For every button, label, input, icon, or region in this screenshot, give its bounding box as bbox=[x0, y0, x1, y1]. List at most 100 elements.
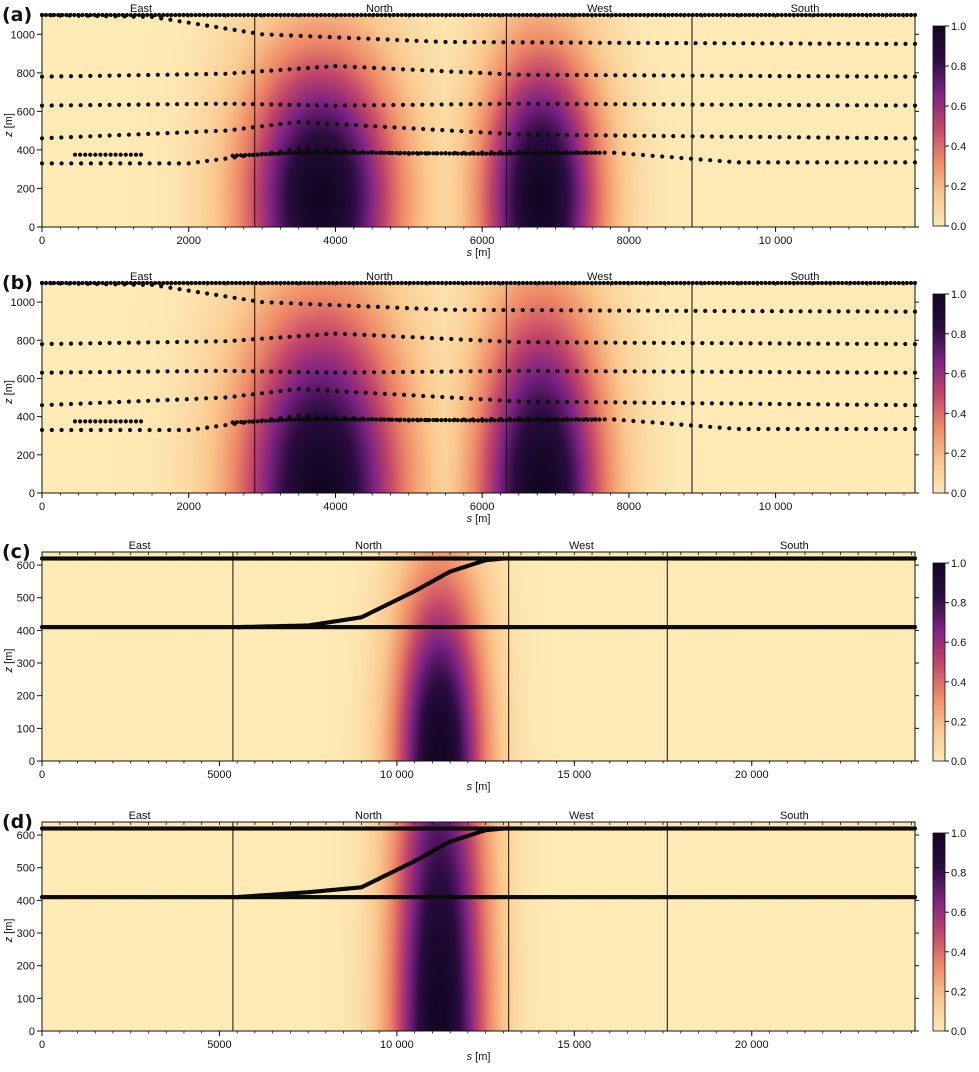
track-point bbox=[205, 158, 210, 164]
track-point bbox=[260, 300, 265, 305]
track-point bbox=[315, 387, 320, 393]
track-point bbox=[223, 156, 228, 161]
track-point bbox=[381, 103, 386, 108]
track-point bbox=[223, 71, 228, 76]
track-point bbox=[157, 427, 162, 433]
track-point bbox=[453, 39, 458, 45]
track-point bbox=[333, 417, 338, 422]
track-point bbox=[449, 69, 454, 74]
track-point bbox=[766, 160, 771, 165]
track-point bbox=[159, 16, 164, 21]
track-point bbox=[854, 160, 859, 165]
track-point bbox=[430, 127, 435, 132]
track-point bbox=[504, 151, 509, 156]
track-point bbox=[138, 419, 144, 424]
track-point bbox=[88, 370, 93, 375]
track-point bbox=[458, 69, 463, 75]
track-point bbox=[760, 309, 765, 314]
track-point bbox=[903, 403, 908, 408]
track-point bbox=[684, 308, 689, 313]
colorbar-tick-label: 0.2 bbox=[951, 716, 966, 728]
track-point bbox=[146, 398, 151, 403]
track-point bbox=[593, 417, 598, 422]
track-point bbox=[317, 417, 322, 422]
track-point bbox=[717, 425, 722, 430]
track-point bbox=[175, 130, 180, 135]
track-point bbox=[443, 307, 448, 312]
track-point bbox=[204, 368, 209, 374]
track-point bbox=[107, 73, 112, 78]
track-point bbox=[385, 305, 390, 310]
track-point bbox=[213, 395, 218, 400]
track-point bbox=[516, 418, 521, 423]
track-point bbox=[155, 72, 160, 77]
track-point bbox=[597, 40, 603, 45]
track-point bbox=[459, 418, 464, 423]
track-point bbox=[267, 152, 272, 157]
track-point bbox=[59, 427, 64, 433]
colorbar-tick-label: 0.8 bbox=[951, 329, 966, 341]
track-point bbox=[788, 309, 794, 314]
track-point bbox=[214, 424, 219, 429]
track-point bbox=[688, 156, 694, 161]
track-point bbox=[194, 396, 199, 401]
track-point bbox=[845, 370, 850, 375]
track-point bbox=[424, 39, 429, 44]
track-point bbox=[581, 150, 586, 155]
track-point bbox=[324, 64, 329, 69]
track-point bbox=[468, 396, 474, 401]
track-point bbox=[214, 157, 219, 162]
track-point bbox=[651, 400, 657, 405]
track-point bbox=[574, 399, 579, 405]
track-point bbox=[767, 73, 773, 79]
track-point bbox=[729, 134, 734, 139]
track-point bbox=[565, 369, 570, 374]
track-point bbox=[825, 341, 831, 346]
track-point bbox=[500, 418, 505, 423]
track-point bbox=[133, 419, 139, 424]
track-point bbox=[127, 427, 133, 433]
track-point bbox=[260, 102, 265, 107]
track-point bbox=[497, 368, 502, 374]
track-point bbox=[232, 338, 237, 343]
track-point bbox=[805, 426, 810, 432]
track-point bbox=[661, 369, 666, 374]
track-point bbox=[645, 40, 651, 46]
track-point bbox=[204, 72, 209, 77]
y-tick-label: 0 bbox=[29, 222, 35, 234]
track-point bbox=[741, 309, 746, 314]
track-point bbox=[85, 281, 90, 286]
track-point bbox=[488, 418, 493, 423]
colorbar-tick-label: 0.6 bbox=[951, 369, 966, 381]
track-point bbox=[241, 70, 246, 75]
y-tick-label: 400 bbox=[17, 625, 35, 637]
track-point bbox=[661, 400, 666, 405]
track-point bbox=[271, 418, 277, 423]
track-point bbox=[195, 426, 200, 431]
track-point bbox=[719, 341, 724, 346]
track-point bbox=[306, 120, 311, 125]
track-point bbox=[374, 417, 379, 422]
track-point bbox=[343, 64, 348, 69]
track-point bbox=[758, 134, 763, 139]
track-point bbox=[296, 150, 301, 155]
track-point bbox=[727, 159, 732, 164]
track-point bbox=[410, 335, 415, 340]
track-point bbox=[78, 103, 83, 108]
track-point bbox=[69, 161, 74, 166]
track-point bbox=[796, 74, 802, 79]
track-point bbox=[795, 426, 800, 432]
track-point bbox=[488, 130, 493, 135]
track-point bbox=[375, 37, 380, 42]
track-point bbox=[603, 102, 608, 107]
track-point bbox=[478, 338, 483, 343]
track-point bbox=[392, 125, 397, 130]
track-point bbox=[569, 150, 574, 156]
track-point bbox=[655, 308, 660, 313]
track-point bbox=[386, 150, 391, 155]
track-point bbox=[808, 309, 813, 314]
track-point bbox=[214, 24, 219, 30]
track-point bbox=[204, 339, 209, 344]
track-point bbox=[69, 427, 74, 433]
track-point bbox=[796, 135, 802, 140]
